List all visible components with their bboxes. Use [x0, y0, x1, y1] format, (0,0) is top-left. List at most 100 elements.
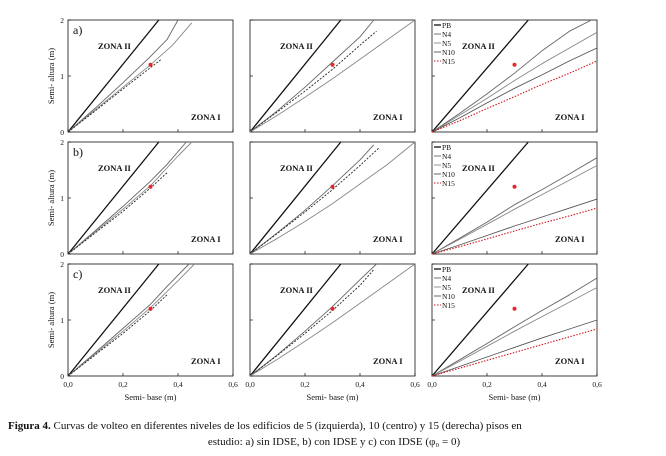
marker-point [512, 184, 517, 189]
legend-entry: N10 [442, 48, 455, 57]
series-line-3 [431, 319, 598, 377]
series-line-0 [249, 263, 342, 377]
x-tick-label: 0,4 [537, 380, 547, 389]
series-line-3 [431, 198, 598, 255]
panel-r2-c0: 0 1 2 0,0 0,2 0,4 0,6 ZONA II ZONA I c) Semi- altu… [46, 260, 238, 402]
x-tick-label: 0,4 [355, 380, 365, 389]
y-axis-label: Semi- altura (m) [46, 48, 56, 104]
y-tick-label: 1 [60, 194, 64, 203]
x-tick-label: 0,4 [173, 380, 183, 389]
plot-frame [431, 141, 598, 255]
series-line-0 [67, 141, 160, 255]
series-line-0 [67, 19, 160, 133]
legend-entry: PB [442, 21, 451, 30]
legend-entry: N4 [442, 274, 451, 283]
x-axis-label: Semi- base (m) [125, 392, 177, 402]
panel-r0-c1: ZONA II ZONA I [249, 19, 416, 133]
series-line-2 [431, 165, 598, 255]
y-tick-label: 0 [60, 250, 64, 259]
series-line-3 [67, 294, 168, 377]
series-line-1 [67, 263, 190, 377]
zone-ii-label: ZONA II [462, 163, 496, 173]
zone-ii-label: ZONA II [280, 41, 314, 51]
zone-i-label: ZONA I [373, 234, 403, 244]
zone-ii-label: ZONA II [98, 163, 132, 173]
series-line-2 [249, 30, 377, 133]
series-line-2 [67, 263, 195, 377]
series-line-2 [431, 287, 598, 377]
series-line-0 [67, 263, 160, 377]
marker-point [512, 62, 517, 67]
y-tick-label: 0 [60, 128, 64, 137]
figure-caption: Figura 4. Curvas de volteo en diferentes… [8, 418, 660, 450]
zone-ii-label: ZONA II [280, 285, 314, 295]
series-line-3 [249, 19, 416, 133]
y-axis-label: Semi- altura (m) [46, 292, 56, 348]
zone-ii-label: ZONA II [98, 41, 132, 51]
marker-point [330, 184, 335, 189]
series-line-0 [431, 141, 529, 255]
legend-entry: N5 [442, 283, 451, 292]
series-line-2 [67, 22, 193, 133]
zone-i-label: ZONA I [191, 112, 221, 122]
series-line-2 [249, 269, 375, 377]
series-line-1 [67, 141, 187, 255]
series-line-4 [431, 207, 598, 255]
zone-ii-label: ZONA II [462, 41, 496, 51]
series-line-3 [67, 172, 168, 255]
panel-r1-c0: 0 1 2 ZONA II ZONA I b) Semi- altura (m) [46, 138, 234, 259]
x-tick-label: 0,6 [228, 380, 238, 389]
plot-frame [431, 263, 598, 377]
legend-entry: N10 [442, 292, 455, 301]
marker-point [148, 62, 153, 67]
marker-point [148, 306, 153, 311]
series-line-1 [249, 19, 375, 133]
zone-i-label: ZONA I [373, 112, 403, 122]
x-tick-label: 0,0 [245, 380, 255, 389]
series-line-3 [249, 263, 416, 377]
zone-ii-label: ZONA II [462, 285, 496, 295]
zone-i-label: ZONA I [555, 356, 585, 366]
series-line-1 [431, 157, 598, 255]
y-tick-label: 2 [60, 138, 64, 147]
y-tick-label: 1 [60, 72, 64, 81]
series-line-1 [431, 19, 592, 133]
x-tick-label: 0,0 [63, 380, 73, 389]
y-axis-label: Semi- altura (m) [46, 170, 56, 226]
zone-i-label: ZONA I [373, 356, 403, 366]
series-line-2 [431, 31, 598, 133]
series-line-2 [249, 147, 380, 255]
caption-line1: Curvas de volteo en diferentes niveles d… [53, 420, 522, 432]
series-line-3 [431, 47, 598, 133]
plot-frame [67, 141, 234, 255]
zone-ii-label: ZONA II [98, 285, 132, 295]
zone-i-label: ZONA I [191, 356, 221, 366]
row-label: b) [73, 145, 83, 159]
plot-frame [249, 19, 416, 133]
zone-i-label: ZONA I [555, 112, 585, 122]
y-tick-label: 1 [60, 316, 64, 325]
series-line-0 [249, 19, 342, 133]
series-line-1 [67, 19, 179, 133]
x-tick-label: 0,6 [410, 380, 420, 389]
marker-point [330, 306, 335, 311]
series-line-3 [67, 58, 162, 133]
x-axis-label: Semi- base (m) [489, 392, 541, 402]
series-line-1 [431, 277, 598, 377]
legend-entry: PB [442, 143, 451, 152]
panel-r2-c1: 0,0 0,2 0,4 0,6 ZONA II ZONA I Semi- base (m) [245, 263, 420, 402]
marker-point [330, 62, 335, 67]
marker-point [512, 306, 517, 311]
row-label: c) [73, 267, 82, 281]
legend-entry: N5 [442, 39, 451, 48]
zone-ii-label: ZONA II [280, 163, 314, 173]
x-tick-label: 0,2 [300, 380, 310, 389]
legend-entry: N5 [442, 161, 451, 170]
legend-entry: N15 [442, 179, 455, 188]
plot-frame [249, 141, 416, 255]
